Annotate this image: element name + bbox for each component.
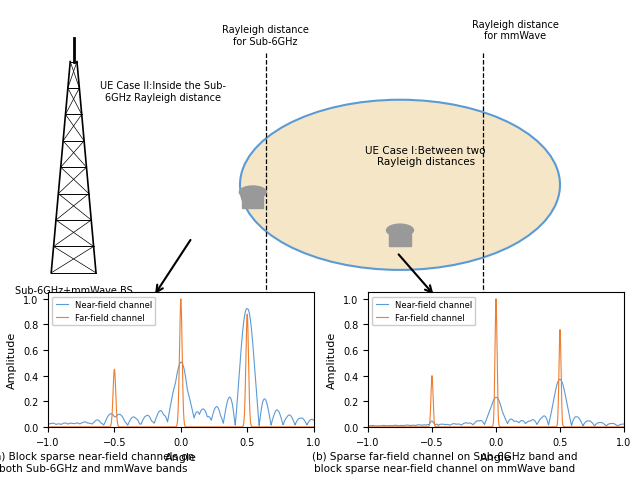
- Near-field channel: [518, 418, 525, 424]
- Line: Far-field channel: Far-field channel: [48, 299, 314, 427]
- Far-field channel: [411, 424, 419, 430]
- Text: Sub-6GHz+mmWave BS: Sub-6GHz+mmWave BS: [15, 286, 132, 296]
- X-axis label: Angle: Angle: [480, 452, 512, 462]
- Text: UE Case II:Inside the Sub-
6GHz Rayleigh distance: UE Case II:Inside the Sub- 6GHz Rayleigh…: [100, 81, 226, 102]
- Circle shape: [387, 224, 413, 237]
- Far-field channel: [492, 296, 500, 302]
- Near-field channel: [44, 422, 52, 427]
- Far-field channel: [243, 338, 250, 344]
- Near-field channel: [555, 377, 563, 383]
- Ellipse shape: [240, 101, 560, 270]
- Far-field channel: [518, 424, 525, 430]
- Far-field channel: [462, 424, 470, 430]
- Near-field channel: [556, 377, 564, 383]
- Y-axis label: Amplitude: Amplitude: [327, 331, 337, 388]
- Far-field channel: [262, 424, 270, 430]
- Near-field channel: [411, 423, 419, 428]
- Near-field channel: [92, 417, 100, 423]
- Far-field channel: [204, 424, 211, 430]
- Bar: [390, 234, 411, 246]
- Near-field channel: [531, 418, 538, 424]
- Near-field channel: [243, 307, 250, 313]
- Near-field channel: [620, 421, 628, 427]
- Text: UE Case I:Between two
Rayleigh distances: UE Case I:Between two Rayleigh distances: [365, 145, 486, 167]
- Near-field channel: [262, 399, 270, 405]
- Far-field channel: [364, 424, 372, 430]
- Bar: [243, 196, 264, 208]
- Near-field channel: [204, 414, 211, 420]
- Near-field channel: [614, 423, 621, 429]
- Line: Near-field channel: Near-field channel: [48, 309, 314, 426]
- Far-field channel: [44, 424, 52, 430]
- X-axis label: Angle: Angle: [165, 452, 196, 462]
- Far-field channel: [146, 424, 154, 430]
- Far-field channel: [556, 360, 563, 366]
- Near-field channel: [364, 423, 372, 429]
- Far-field channel: [310, 424, 317, 430]
- Text: (a) Block sparse near-field channels on
both Sub-6GHz and mmWave bands: (a) Block sparse near-field channels on …: [0, 451, 195, 473]
- Near-field channel: [462, 420, 470, 426]
- Line: Far-field channel: Far-field channel: [368, 299, 624, 427]
- Circle shape: [239, 186, 266, 199]
- Text: Rayleigh distance
for Sub-6GHz: Rayleigh distance for Sub-6GHz: [222, 25, 309, 47]
- Far-field channel: [531, 424, 538, 430]
- Near-field channel: [310, 417, 317, 423]
- Far-field channel: [217, 424, 225, 430]
- Far-field channel: [575, 424, 582, 430]
- Near-field channel: [146, 414, 154, 420]
- Far-field channel: [620, 424, 628, 430]
- Near-field channel: [217, 413, 225, 419]
- Near-field channel: [575, 415, 582, 421]
- Text: (b) Sparse far-field channel on Sub-6GHz band and
block sparse near-field channe: (b) Sparse far-field channel on Sub-6GHz…: [312, 451, 577, 473]
- Legend: Near-field channel, Far-field channel: Near-field channel, Far-field channel: [372, 297, 476, 325]
- Legend: Near-field channel, Far-field channel: Near-field channel, Far-field channel: [52, 297, 156, 325]
- Text: Rayleigh distance
for mmWave: Rayleigh distance for mmWave: [472, 20, 559, 41]
- Far-field channel: [92, 424, 100, 430]
- Line: Near-field channel: Near-field channel: [368, 380, 624, 426]
- Y-axis label: Amplitude: Amplitude: [7, 331, 17, 388]
- Far-field channel: [177, 296, 184, 302]
- Near-field channel: [255, 423, 263, 428]
- Near-field channel: [243, 306, 251, 312]
